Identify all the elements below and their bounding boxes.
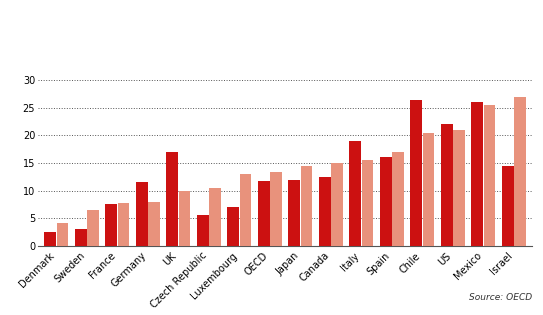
Bar xyxy=(118,203,129,246)
Bar xyxy=(45,232,56,246)
Bar xyxy=(209,188,220,246)
Bar xyxy=(350,141,361,246)
Bar xyxy=(288,180,300,246)
Bar xyxy=(105,204,117,246)
Bar xyxy=(197,215,209,246)
Bar xyxy=(411,100,422,246)
Bar xyxy=(270,172,282,246)
Text: Source: OECD: Source: OECD xyxy=(469,293,532,302)
Bar xyxy=(136,182,148,246)
Bar xyxy=(380,158,392,246)
Bar xyxy=(75,229,86,246)
Bar xyxy=(239,174,251,246)
Bar xyxy=(56,222,68,246)
Bar xyxy=(166,152,178,246)
Bar xyxy=(502,166,514,246)
Text: Percentage of children in poor households: Percentage of children in poor household… xyxy=(81,19,462,37)
Bar xyxy=(228,207,239,246)
Bar xyxy=(179,191,190,246)
Bar xyxy=(258,181,269,246)
Bar xyxy=(362,160,373,246)
Bar xyxy=(422,133,434,246)
Bar xyxy=(453,130,465,246)
Bar xyxy=(441,124,452,246)
Bar xyxy=(484,105,495,246)
Bar xyxy=(319,177,331,246)
Bar xyxy=(514,97,526,246)
Bar xyxy=(331,163,343,246)
Bar xyxy=(87,210,99,246)
Bar xyxy=(471,102,483,246)
Bar xyxy=(392,152,404,246)
Bar xyxy=(301,166,312,246)
Bar xyxy=(148,202,160,246)
